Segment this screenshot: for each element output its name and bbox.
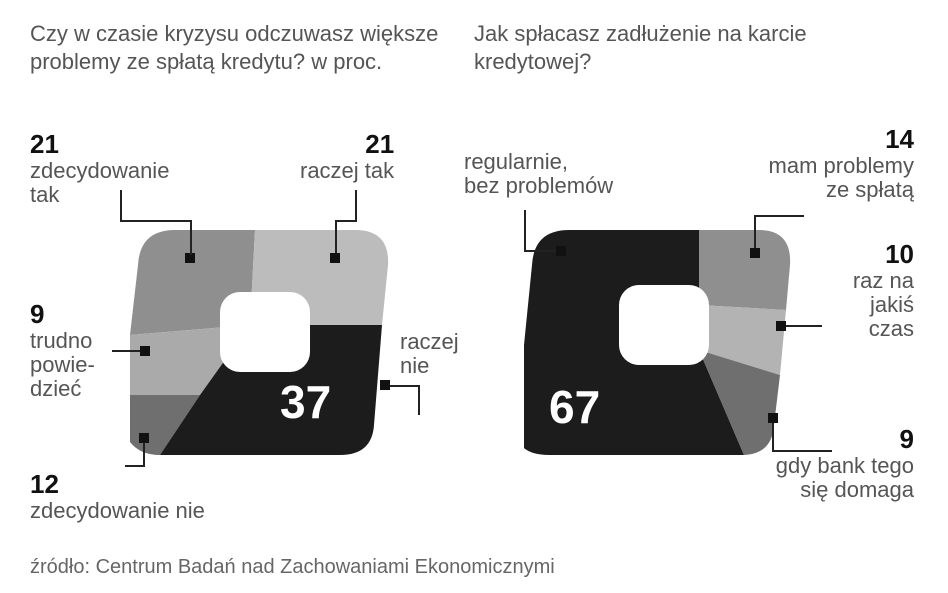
right-big-value: 67: [549, 380, 600, 434]
label-mr-txt: raczejnie: [400, 330, 459, 378]
dot-bl: [139, 433, 149, 443]
label-tl-txt: zdecydowanietak: [30, 159, 169, 207]
label-r-mr: 10 raz najakiśczas: [824, 240, 914, 341]
conn-r-tr-h: [754, 215, 804, 217]
label-bl: 12 zdecydowanie nie: [30, 470, 205, 523]
label-r-mr-txt: raz najakiśczas: [824, 269, 914, 342]
right-question: Jak spłacasz zadłużenie na karcie kredyt…: [474, 20, 918, 75]
conn-r-tl-v: [524, 210, 526, 250]
conn-r-br-h: [772, 450, 832, 452]
label-ml-num: 9: [30, 300, 95, 329]
label-r-tr-txt: mam problemyze spłatą: [734, 154, 914, 202]
label-r-tr-num: 14: [734, 125, 914, 154]
label-bl-txt: zdecydowanie nie: [30, 499, 205, 523]
left-chip: 37: [130, 230, 400, 465]
left-chip-svg: [130, 230, 400, 460]
label-r-tr: 14 mam problemyze spłatą: [734, 125, 914, 202]
conn-tl-h: [120, 220, 190, 222]
conn-bl-v: [143, 440, 145, 467]
right-panel: Jak spłacasz zadłużenie na karcie kredyt…: [474, 20, 918, 583]
conn-tr-v2: [335, 220, 337, 255]
label-r-mr-num: 10: [824, 240, 914, 269]
conn-r-tl-h: [524, 250, 559, 252]
label-tr-txt: raczej tak: [300, 159, 394, 183]
seg-r-tr: [699, 230, 790, 310]
conn-r-mr-h: [784, 325, 822, 327]
conn-mr-v: [418, 385, 420, 415]
label-tr-num: 21: [300, 130, 394, 159]
label-r-tl-txt: regularnie,bez problemów: [464, 150, 613, 198]
conn-mr-h: [388, 385, 418, 387]
label-mr: raczejnie: [400, 330, 459, 378]
dot-mr: [380, 380, 390, 390]
label-r-tl: regularnie,bez problemów: [464, 150, 613, 198]
conn-tl-v2: [190, 220, 192, 255]
left-big-value: 37: [280, 375, 331, 429]
dot-r-mr: [776, 321, 786, 331]
conn-ml-h: [112, 350, 142, 352]
conn-tl-v: [120, 190, 122, 220]
conn-r-tr-v: [754, 215, 756, 250]
label-ml-txt: trudnopowie-dzieć: [30, 329, 95, 402]
chip-hole-r: [619, 285, 709, 365]
left-question: Czy w czasie kryzysu odczuwasz większe p…: [30, 20, 474, 75]
label-tr: 21 raczej tak: [300, 130, 394, 183]
conn-tr-h: [335, 220, 357, 222]
source-text: źródło: Centrum Badań nad Zachowaniami E…: [30, 556, 555, 579]
label-tl-num: 21: [30, 130, 169, 159]
right-chip: 67: [524, 230, 814, 465]
dot-ml: [140, 346, 150, 356]
dot-r-tr: [750, 248, 760, 258]
label-bl-num: 12: [30, 470, 205, 499]
conn-r-br-v: [772, 420, 774, 450]
infographic-container: Czy w czasie kryzysu odczuwasz większe p…: [0, 0, 948, 593]
conn-tr-v: [355, 190, 357, 220]
chip-hole: [220, 292, 310, 372]
conn-bl-h: [125, 465, 145, 467]
label-ml: 9 trudnopowie-dzieć: [30, 300, 95, 401]
label-tl: 21 zdecydowanietak: [30, 130, 169, 207]
dot-tr: [330, 253, 340, 263]
left-panel: Czy w czasie kryzysu odczuwasz większe p…: [30, 20, 474, 583]
dot-r-tl: [556, 246, 566, 256]
dot-r-br: [768, 413, 778, 423]
